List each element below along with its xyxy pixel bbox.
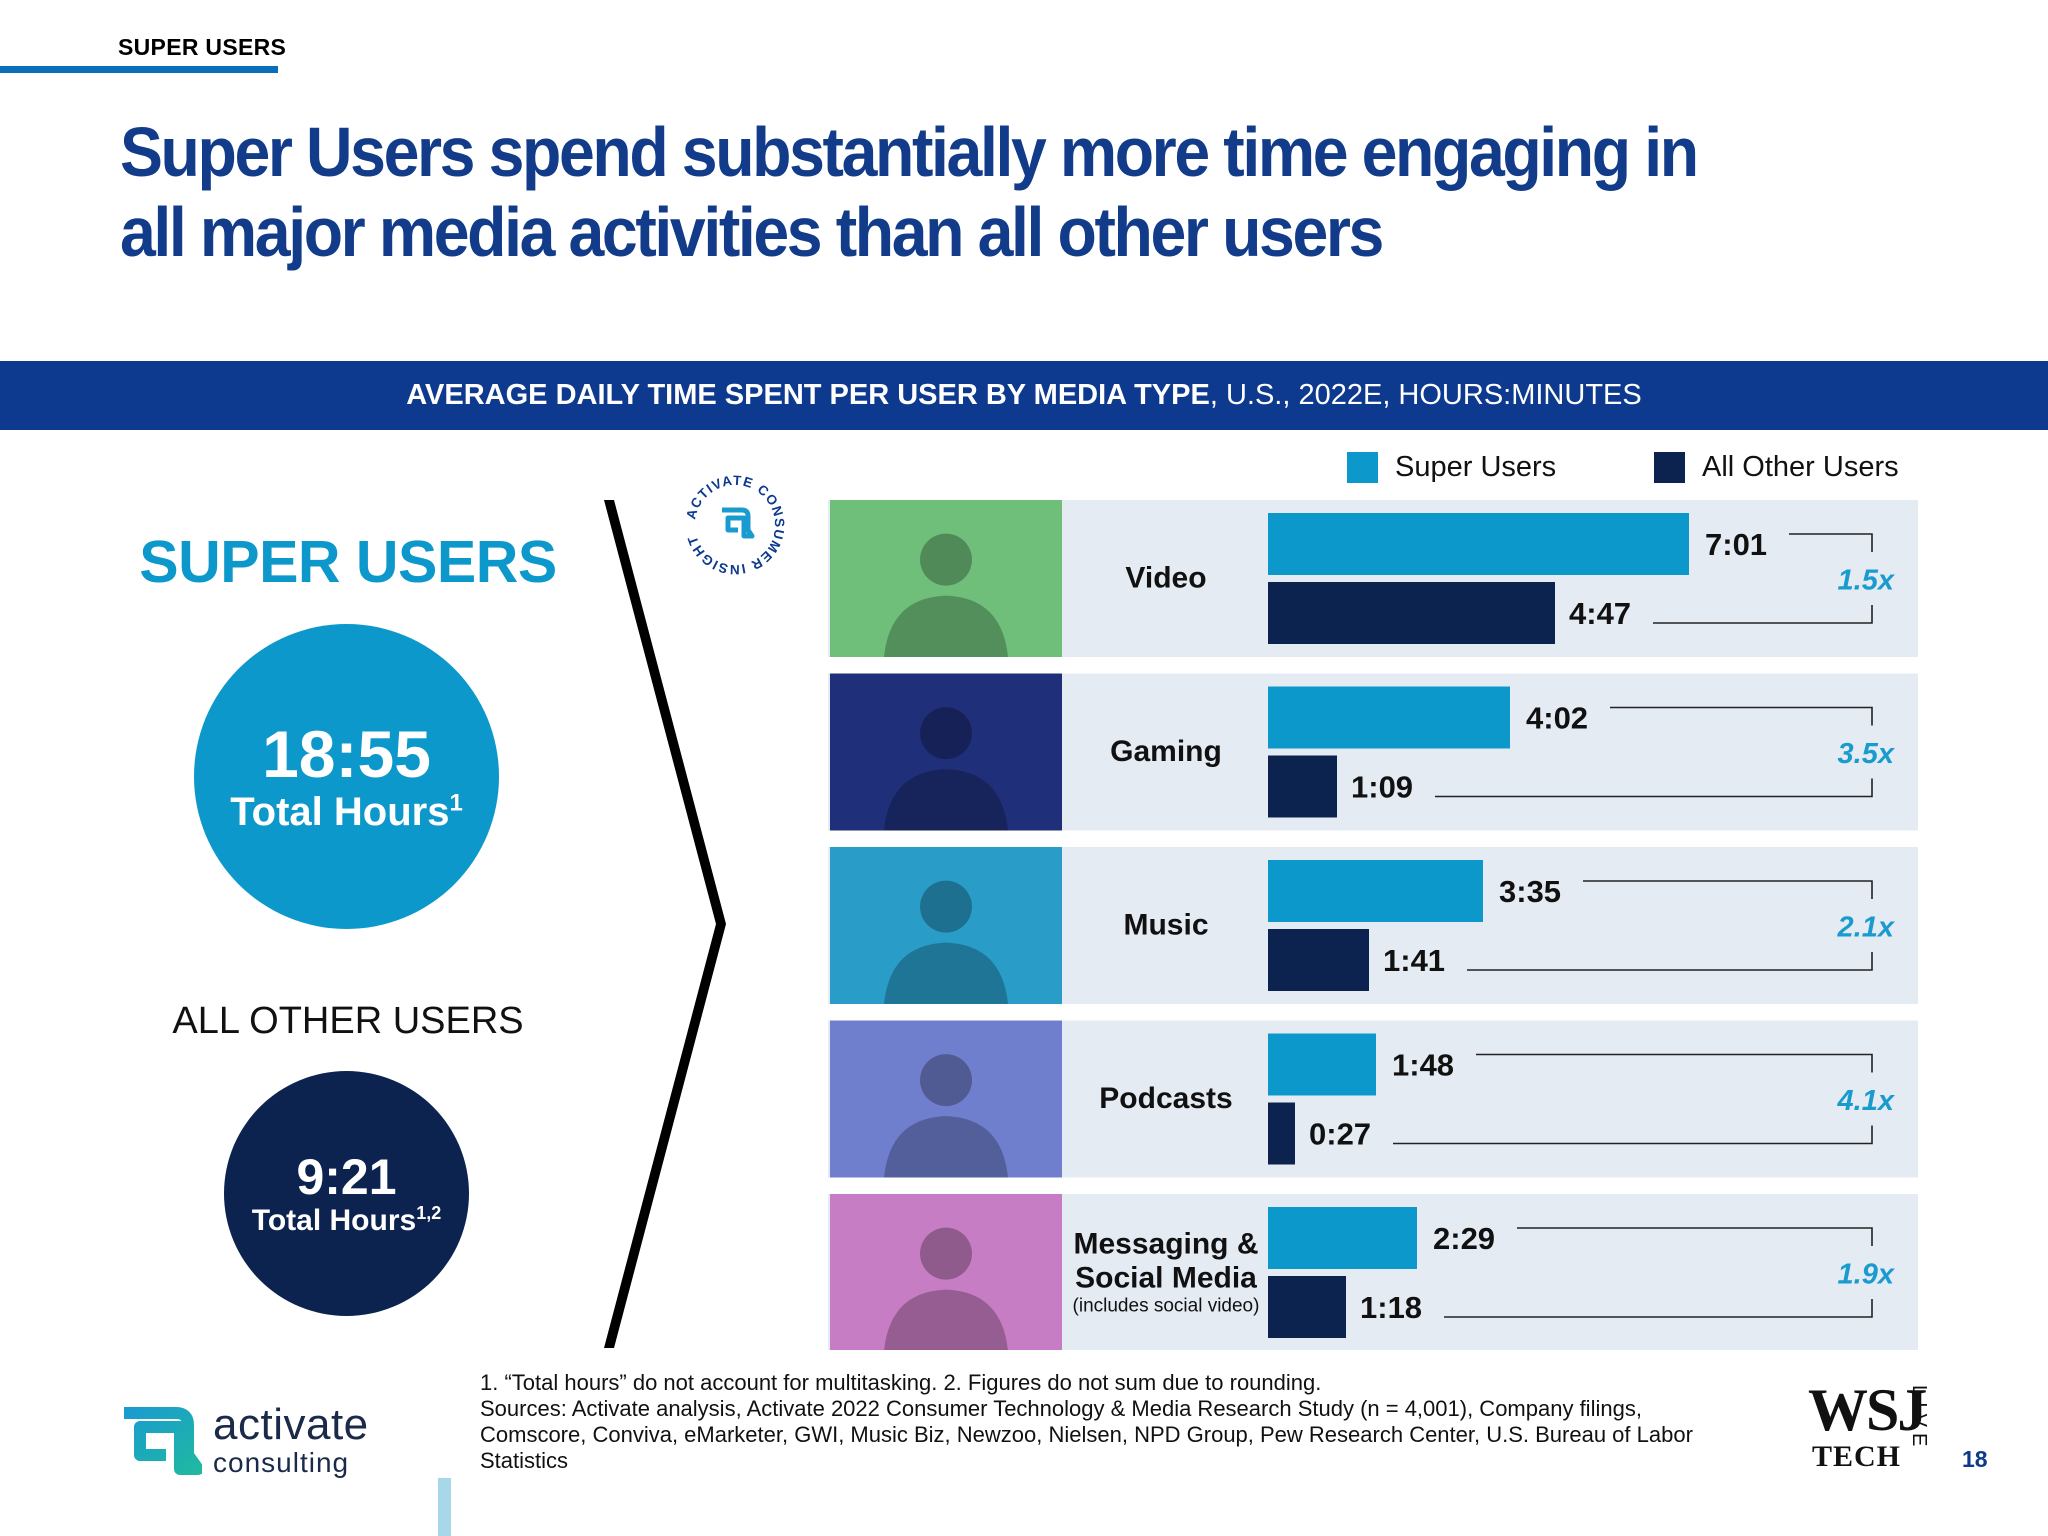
- person-body-icon: [884, 1289, 1008, 1350]
- media-time-bar-chart: Video 7:01 4:47 1.5x Gaming 4:02 1:09 3.5x Music…: [828, 500, 1918, 1350]
- super-users-total-label: Total Hours1: [230, 789, 463, 834]
- value-label-super-users: 2:29: [1433, 1221, 1495, 1256]
- bar-all-other-users: [1268, 1276, 1346, 1338]
- value-label-all-other-users: 4:47: [1569, 596, 1631, 631]
- bottom-accent-bar: [438, 1478, 451, 1536]
- bracket-line: [1393, 1125, 1873, 1145]
- legend-other-users: All Other Users: [1654, 449, 1899, 485]
- bracket-line: [1467, 952, 1873, 971]
- bar-super-users: [1268, 860, 1483, 922]
- chevron-arrow-icon: [604, 500, 726, 1348]
- value-label-all-other-users: 1:41: [1383, 943, 1445, 978]
- page-number: 18: [1962, 1446, 1988, 1472]
- value-label-all-other-users: 0:27: [1309, 1117, 1371, 1152]
- category-photo: [830, 847, 1062, 1004]
- banner-bold-text: AVERAGE DAILY TIME SPENT PER USER BY MED…: [406, 379, 1210, 411]
- category-photo: [830, 673, 1062, 831]
- consumer-insight-seal-icon: ACTIVATE CONSUMER INSIGHT: [683, 473, 786, 577]
- brand-name: activate: [213, 1400, 369, 1449]
- bar-super-users: [1268, 1033, 1376, 1096]
- bracket-line: [1476, 1053, 1873, 1073]
- value-label-all-other-users: 1:09: [1351, 770, 1413, 805]
- person-body-icon: [884, 769, 1008, 831]
- category-label: Music: [1123, 909, 1208, 942]
- person-body-icon: [884, 1116, 1008, 1178]
- other-users-total-value: 9:21: [296, 1148, 397, 1205]
- chart-banner: AVERAGE DAILY TIME SPENT PER USER BY MED…: [0, 361, 2048, 430]
- multiplier-label: 3.5x: [1838, 738, 1896, 770]
- bar-all-other-users: [1268, 582, 1555, 644]
- category-photo: [830, 1194, 1062, 1350]
- section-rule: [0, 66, 278, 73]
- bracket-line: [1653, 605, 1873, 624]
- sources-text: Sources: Activate analysis, Activate 202…: [480, 1396, 1693, 1473]
- bar-super-users: [1268, 1207, 1417, 1269]
- value-label-super-users: 7:01: [1705, 527, 1767, 562]
- person-head-icon: [920, 707, 972, 760]
- value-label-super-users: 4:02: [1526, 701, 1588, 736]
- other-users-total-label: Total Hours1,2: [251, 1202, 442, 1237]
- super-users-total-circle: 18:55 Total Hours1: [194, 624, 499, 929]
- bar-all-other-users: [1268, 1102, 1295, 1165]
- category-photo: [830, 500, 1062, 657]
- legend-label-other: All Other Users: [1702, 450, 1899, 483]
- person-head-icon: [920, 1054, 972, 1107]
- bracket-line: [1583, 880, 1873, 899]
- multiplier-label: 4.1x: [1837, 1085, 1896, 1117]
- bar-all-other-users: [1268, 755, 1337, 818]
- bar-all-other-users: [1268, 929, 1369, 991]
- category-label: Podcasts: [1099, 1082, 1232, 1115]
- wsj-logo: WSJ: [1808, 1377, 1927, 1443]
- person-head-icon: [920, 1227, 972, 1280]
- bar-super-users: [1268, 513, 1689, 575]
- page-title: Super Users spend substantially more tim…: [120, 113, 1699, 271]
- bracket-line: [1435, 778, 1873, 798]
- footnotes: 1. “Total hours” do not account for mult…: [480, 1370, 1740, 1474]
- value-label-all-other-users: 1:18: [1360, 1290, 1422, 1325]
- other-users-total-circle: 9:21 Total Hours1,2: [224, 1071, 469, 1316]
- bracket-line: [1444, 1299, 1873, 1318]
- wsj-tech-label: TECH: [1812, 1440, 1902, 1473]
- other-users-heading: ALL OTHER USERS: [172, 1000, 524, 1042]
- multiplier-label: 1.5x: [1838, 565, 1896, 597]
- person-head-icon: [920, 533, 972, 586]
- bracket-line: [1517, 1227, 1873, 1246]
- category-label: Messaging &: [1073, 1228, 1258, 1261]
- legend-super-users: Super Users: [1347, 449, 1556, 485]
- bracket-line: [1610, 706, 1873, 726]
- section-tag: SUPER USERS: [118, 34, 287, 60]
- super-users-heading: SUPER USERS: [139, 529, 557, 595]
- person-body-icon: [884, 942, 1008, 1004]
- value-label-super-users: 3:35: [1499, 874, 1561, 909]
- category-photo: [830, 1020, 1062, 1178]
- category-label: Social Media: [1075, 1262, 1257, 1295]
- brand-subtitle: consulting: [213, 1447, 350, 1478]
- person-head-icon: [920, 880, 972, 933]
- category-note: (includes social video): [1073, 1296, 1260, 1317]
- bar-super-users: [1268, 686, 1510, 749]
- multiplier-label: 2.1x: [1837, 912, 1896, 944]
- legend-label-super: Super Users: [1395, 450, 1557, 483]
- super-users-total-value: 18:55: [262, 716, 431, 791]
- legend-swatch-super: [1347, 451, 1378, 483]
- category-label: Gaming: [1110, 735, 1222, 768]
- category-label: Video: [1125, 562, 1206, 595]
- bracket-line: [1789, 533, 1873, 552]
- value-label-super-users: 1:48: [1392, 1048, 1454, 1083]
- legend-swatch-other: [1654, 451, 1685, 483]
- multiplier-label: 1.9x: [1838, 1259, 1896, 1291]
- footnote-line: 1. “Total hours” do not account for mult…: [480, 1370, 1322, 1395]
- banner-rest-text: , U.S., 2022E, HOURS:MINUTES: [1209, 379, 1642, 411]
- activate-logo-icon: [124, 1407, 202, 1475]
- wsj-live-label: LIVE: [1908, 1385, 1930, 1453]
- person-body-icon: [884, 595, 1008, 657]
